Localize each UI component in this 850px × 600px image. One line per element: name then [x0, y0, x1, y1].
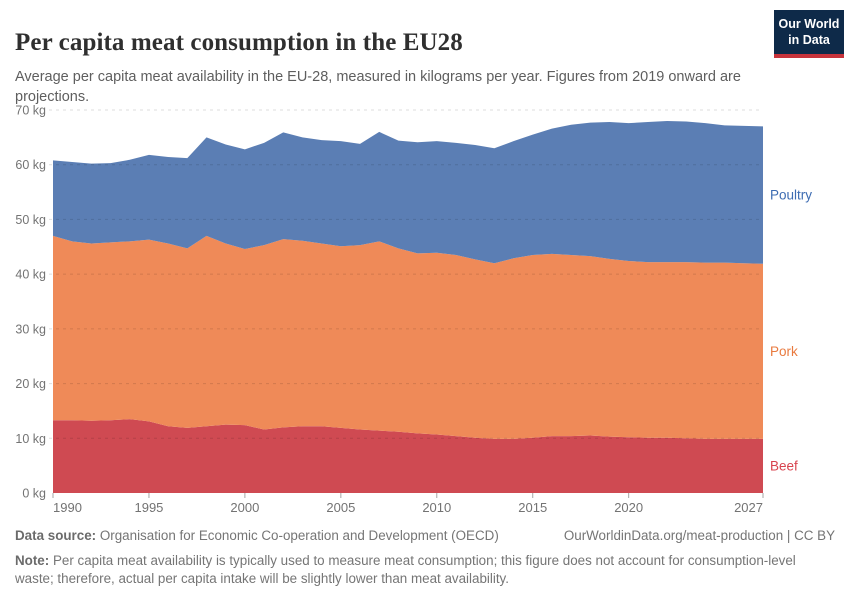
y-tick-label-10: 10 kg	[15, 432, 46, 446]
y-tick-label-20: 20 kg	[15, 377, 46, 391]
owid-logo-line2: in Data	[788, 32, 830, 47]
series-label-poultry: Poultry	[770, 188, 812, 203]
y-tick-label-0: 0 kg	[22, 487, 46, 501]
x-tick-label-2015: 2015	[518, 500, 547, 515]
y-tick-label-40: 40 kg	[15, 268, 46, 282]
x-tick-label-2027: 2027	[734, 500, 763, 515]
note-label: Note:	[15, 553, 50, 569]
data-source-text: Organisation for Economic Co-operation a…	[99, 528, 499, 543]
x-tick-label-2000: 2000	[230, 500, 259, 515]
data-source-label: Data source:	[15, 528, 97, 543]
series-label-pork: Pork	[770, 344, 798, 359]
x-tick-label-2020: 2020	[614, 500, 643, 515]
y-tick-label-50: 50 kg	[15, 213, 46, 227]
area-pork[interactable]	[53, 235, 763, 439]
note-text: Per capita meat availability is typicall…	[15, 553, 796, 587]
x-tick-label-2010: 2010	[422, 500, 451, 515]
chart-subtitle: Average per capita meat availability in …	[15, 68, 741, 106]
owid-url-link[interactable]: OurWorldinData.org/meat-production | CC …	[563, 528, 835, 543]
page-title: Per capita meat consumption in the EU28	[15, 28, 463, 56]
x-tick-label-2005: 2005	[326, 500, 355, 515]
area-beef[interactable]	[53, 419, 763, 493]
owid-logo-line1: Our World	[778, 17, 840, 31]
meat-consumption-area-chart[interactable]: 0 kg 10 kg 20 kg 30 kg 40 kg 50 kg 60 kg 70 kg 1…	[0, 100, 850, 522]
note-line: Note: Per capita meat availability is ty…	[15, 552, 835, 588]
y-tick-label-70: 70 kg	[15, 104, 46, 118]
y-tick-label-60: 60 kg	[15, 158, 46, 172]
chart-footer: Data source: Organisation for Economic C…	[15, 527, 835, 588]
x-tick-label-1995: 1995	[134, 500, 163, 515]
x-tick-label-1990: 1990	[53, 500, 82, 515]
data-source-line: Data source: Organisation for Economic C…	[15, 527, 499, 545]
owid-logo[interactable]: Our World in Data	[774, 10, 844, 59]
area-poultry[interactable]	[53, 120, 763, 264]
series-label-beef: Beef	[770, 458, 798, 473]
y-tick-label-30: 30 kg	[15, 322, 46, 336]
